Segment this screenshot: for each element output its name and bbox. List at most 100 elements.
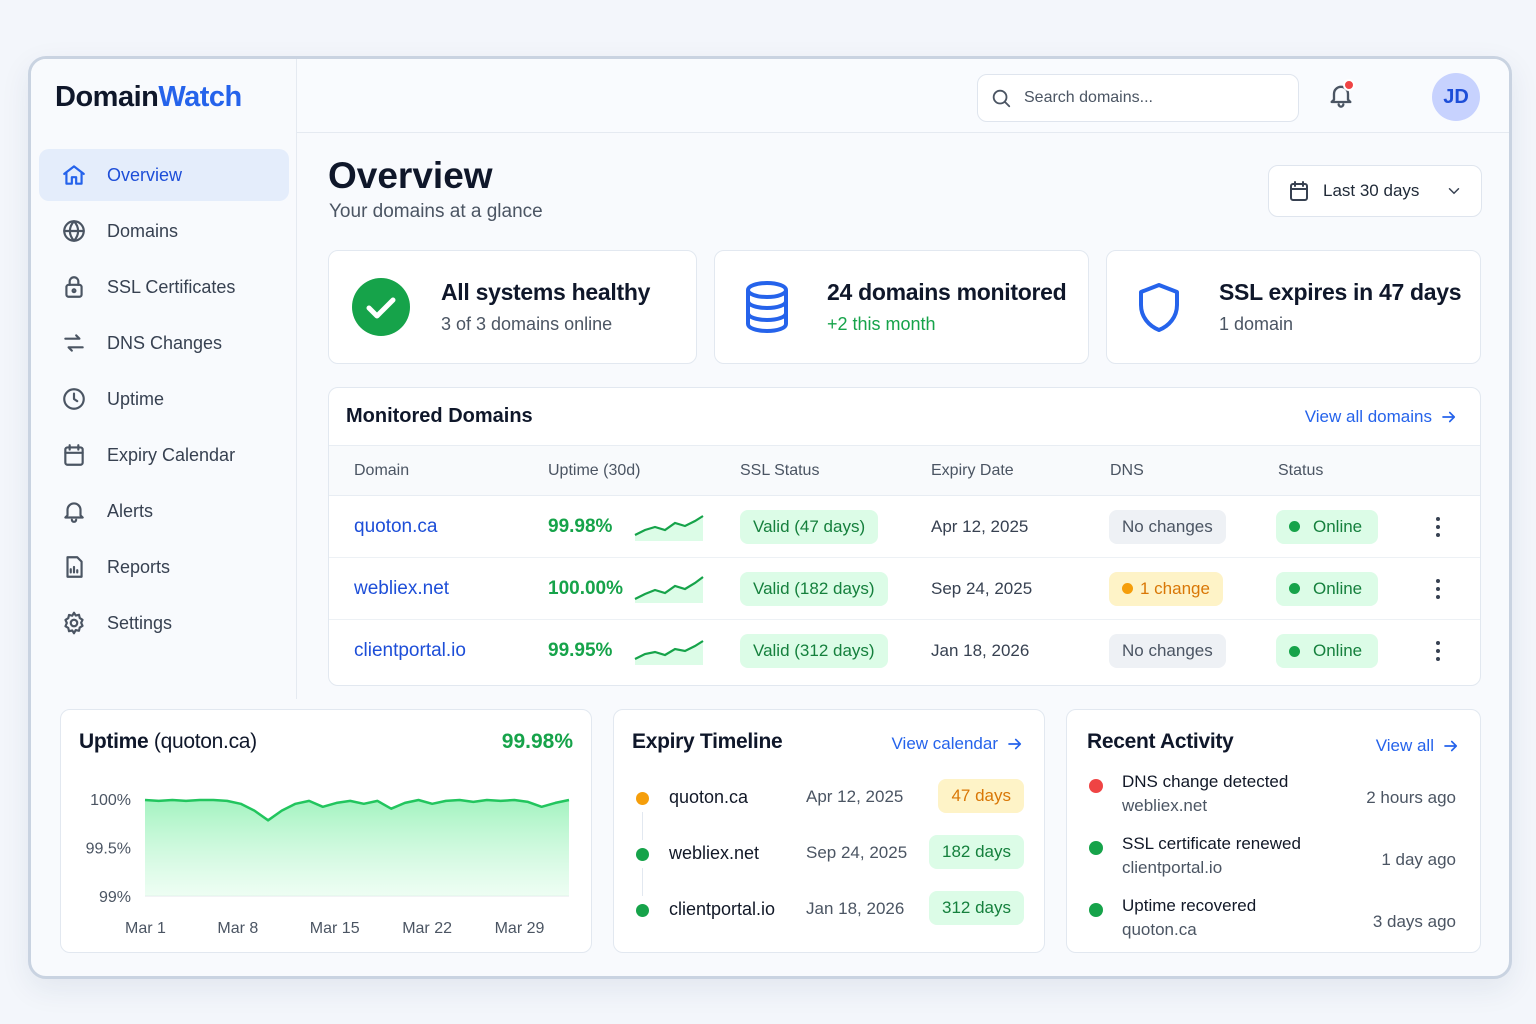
timeline-date: Apr 12, 2025 bbox=[806, 787, 904, 806]
domain-link[interactable]: quoton.ca bbox=[354, 515, 438, 537]
domain-link[interactable]: clientportal.io bbox=[354, 640, 466, 661]
search-box[interactable] bbox=[977, 74, 1299, 122]
row-menu-button[interactable] bbox=[1428, 514, 1448, 540]
sidebar: DomainWatch Overview Domains SSL Certifi… bbox=[31, 59, 297, 699]
timeline-date: Jan 18, 2026 bbox=[806, 899, 905, 918]
report-icon bbox=[61, 554, 87, 580]
status-label: Online bbox=[1313, 578, 1363, 598]
view-all-activity-link[interactable]: View all bbox=[1376, 736, 1460, 756]
view-all-domains-link[interactable]: View all domains bbox=[1305, 407, 1458, 427]
view-calendar-link[interactable]: View calendar bbox=[892, 734, 1024, 754]
dns-badge: No changes bbox=[1109, 634, 1226, 668]
sidebar-item-label: Overview bbox=[107, 164, 183, 185]
sidebar-item-alerts[interactable]: Alerts bbox=[39, 485, 289, 537]
logo-text-part1: Domain bbox=[55, 81, 159, 113]
x-tick-label: Mar 8 bbox=[217, 920, 258, 937]
row-menu-button[interactable] bbox=[1428, 638, 1448, 664]
status-badge: Online bbox=[1276, 571, 1379, 606]
notifications-button[interactable] bbox=[1327, 79, 1357, 111]
timeline-domain: webliex.net bbox=[669, 843, 760, 863]
card-title: Monitored Domains bbox=[346, 405, 533, 427]
expiry-date: Sep 24, 2025 bbox=[931, 578, 1033, 598]
status-label: Online bbox=[1313, 516, 1363, 536]
uptime-sparkline bbox=[634, 575, 704, 603]
y-tick-label: 99% bbox=[99, 889, 131, 906]
status-badge: Online bbox=[1276, 634, 1379, 668]
activity-time: 3 days ago bbox=[1372, 912, 1456, 931]
table-row[interactable]: quoton.ca 99.98% Valid (47 days) Apr 12,… bbox=[329, 496, 1480, 558]
sidebar-item-overview[interactable]: Overview bbox=[39, 149, 289, 201]
timeline-item[interactable]: quoton.ca Apr 12, 2025 47 days bbox=[614, 778, 1044, 818]
card-title: Expiry Timeline bbox=[632, 730, 783, 753]
uptime-area-fill bbox=[145, 800, 569, 896]
x-tick-label: Mar 22 bbox=[402, 920, 452, 937]
timeline-domain: quoton.ca bbox=[669, 787, 749, 807]
dns-badge: 1 change bbox=[1109, 571, 1223, 606]
link-label: View all domains bbox=[1304, 406, 1432, 426]
stat-subtitle: 3 of 3 domains online bbox=[441, 314, 613, 334]
sidebar-item-label: Uptime bbox=[107, 388, 165, 409]
card-title: Uptime (quoton.ca) bbox=[79, 730, 257, 754]
sidebar-item-label: Expiry Calendar bbox=[107, 444, 236, 465]
sidebar-item-label: Domains bbox=[107, 220, 179, 241]
sidebar-item-expiry-calendar[interactable]: Expiry Calendar bbox=[39, 429, 289, 481]
database-icon bbox=[737, 277, 797, 337]
page-subtitle: Your domains at a glance bbox=[329, 201, 543, 222]
date-range-label: Last 30 days bbox=[1323, 181, 1420, 200]
column-header: SSL Status bbox=[740, 461, 820, 479]
activity-item[interactable]: DNS change detected webliex.net 2 hours … bbox=[1067, 772, 1480, 822]
arrow-right-icon bbox=[1444, 740, 1458, 752]
expiry-date: Apr 12, 2025 bbox=[931, 516, 1029, 536]
ssl-status-badge: Valid (47 days) bbox=[740, 509, 879, 544]
stat-title: 24 domains monitored bbox=[827, 279, 1067, 305]
bell-icon bbox=[61, 498, 87, 524]
sidebar-item-ssl-certificates[interactable]: SSL Certificates bbox=[39, 261, 289, 313]
activity-item[interactable]: SSL certificate renewed clientportal.io … bbox=[1067, 834, 1480, 884]
stat-title: SSL expires in 47 days bbox=[1219, 279, 1462, 305]
check-circle-icon bbox=[351, 277, 411, 337]
activity-dot bbox=[1089, 779, 1103, 793]
column-header: Status bbox=[1278, 461, 1324, 479]
sidebar-item-dns-changes[interactable]: DNS Changes bbox=[39, 317, 289, 369]
gear-icon bbox=[61, 610, 87, 636]
avatar[interactable]: JD bbox=[1432, 73, 1480, 121]
days-left-badge: 47 days bbox=[938, 779, 1024, 813]
uptime-chart-card: Uptime (quoton.ca) 99.98% 100% 99.5% 99% Ma… bbox=[60, 709, 592, 953]
timeline-dot bbox=[636, 848, 649, 861]
activity-title: SSL certificate renewed bbox=[1122, 834, 1301, 853]
timeline-domain: clientportal.io bbox=[669, 899, 776, 919]
ssl-status-badge: Valid (312 days) bbox=[740, 634, 888, 668]
uptime-sparkline bbox=[634, 514, 704, 541]
activity-time: 1 day ago bbox=[1381, 850, 1456, 869]
stat-card-health: All systems healthy 3 of 3 domains onlin… bbox=[328, 250, 697, 364]
shield-icon bbox=[1129, 277, 1189, 337]
uptime-area-chart: 100% 99.5% 99% Mar 1 Mar 8 Mar 15 Mar 22 Mar 29 bbox=[86, 792, 570, 937]
activity-domain: webliex.net bbox=[1122, 796, 1208, 815]
warning-dot bbox=[1122, 583, 1133, 594]
date-range-select[interactable]: Last 30 days bbox=[1268, 165, 1482, 217]
lock-icon bbox=[61, 274, 87, 300]
table-row[interactable]: clientportal.io 99.95% Valid (312 days) … bbox=[329, 620, 1480, 682]
app-logo[interactable]: DomainWatch bbox=[55, 81, 242, 114]
column-header: Expiry Date bbox=[931, 461, 1014, 479]
sidebar-item-settings[interactable]: Settings bbox=[39, 597, 289, 649]
domain-link[interactable]: webliex.net bbox=[354, 577, 450, 599]
timeline-date: Sep 24, 2025 bbox=[806, 843, 908, 862]
table-row[interactable]: webliex.net 100.00% Valid (182 days) Sep… bbox=[329, 558, 1480, 620]
search-input[interactable] bbox=[1024, 89, 1284, 107]
status-badge: Online bbox=[1276, 509, 1379, 544]
sidebar-item-domains[interactable]: Domains bbox=[39, 205, 289, 257]
sidebar-item-uptime[interactable]: Uptime bbox=[39, 373, 289, 425]
timeline-connector bbox=[642, 868, 643, 896]
timeline-item[interactable]: webliex.net Sep 24, 2025 182 days bbox=[614, 834, 1044, 874]
monitored-domains-card: Monitored Domains View all domains Domai… bbox=[328, 387, 1481, 686]
row-menu-button[interactable] bbox=[1428, 576, 1448, 602]
topbar: JD bbox=[297, 59, 1509, 133]
status-dot bbox=[1289, 645, 1300, 657]
timeline-item[interactable]: clientportal.io Jan 18, 2026 312 days bbox=[614, 890, 1044, 930]
activity-item[interactable]: Uptime recovered quoton.ca 3 days ago bbox=[1067, 896, 1480, 946]
sidebar-item-reports[interactable]: Reports bbox=[39, 541, 289, 593]
chart-title: Uptime bbox=[79, 730, 149, 753]
link-label: View calendar bbox=[891, 734, 998, 753]
x-tick-label: Mar 1 bbox=[125, 920, 166, 937]
